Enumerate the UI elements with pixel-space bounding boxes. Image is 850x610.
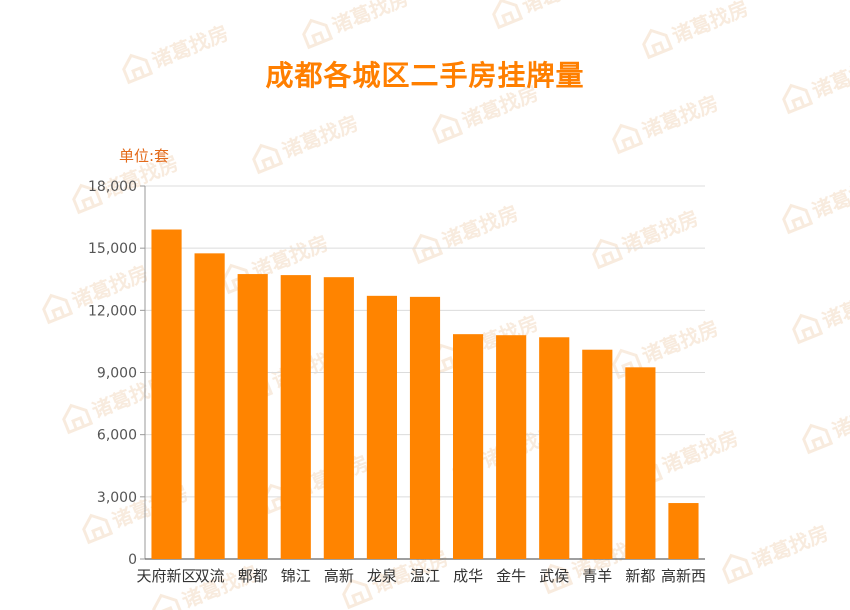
- bar: [625, 367, 656, 559]
- chart-title: 成都各城区二手房挂牌量: [265, 59, 585, 92]
- bar: [366, 295, 397, 559]
- bar: [280, 275, 311, 559]
- x-tick-label: 成华: [453, 567, 483, 585]
- x-tick-label: 郫都: [238, 567, 268, 585]
- x-tick-label: 温江: [410, 567, 440, 585]
- y-tick-label: 12,000: [88, 303, 137, 319]
- bar: [496, 335, 527, 559]
- y-tick-label: 15,000: [88, 241, 137, 257]
- bar: [539, 337, 570, 559]
- x-tick-label: 天府新区: [137, 567, 197, 585]
- bar: [237, 274, 268, 559]
- bar: [668, 503, 699, 559]
- x-tick-label: 双流: [195, 567, 225, 585]
- x-tick-label: 新都: [625, 567, 655, 585]
- x-tick-label: 武侯: [539, 567, 569, 585]
- bar: [453, 334, 484, 559]
- y-tick-label: 6,000: [97, 428, 137, 444]
- bar: [194, 253, 225, 559]
- y-tick-label: 0: [128, 552, 137, 568]
- x-tick-label: 龙泉: [367, 567, 397, 585]
- x-tick-label: 高新: [324, 567, 354, 585]
- x-tick-label: 锦江: [281, 567, 311, 585]
- bar: [323, 277, 354, 559]
- y-tick-label: 3,000: [97, 490, 137, 506]
- bar: [582, 349, 613, 559]
- y-axis-unit-label: 单位:套: [119, 147, 170, 165]
- y-tick-label: 9,000: [97, 366, 137, 382]
- x-tick-label: 青羊: [582, 567, 612, 585]
- bar: [151, 229, 182, 559]
- bar: [409, 296, 441, 559]
- x-tick-label: 金牛: [496, 567, 526, 585]
- x-tick-label: 高新西: [661, 567, 706, 585]
- y-tick-label: 18,000: [88, 179, 137, 195]
